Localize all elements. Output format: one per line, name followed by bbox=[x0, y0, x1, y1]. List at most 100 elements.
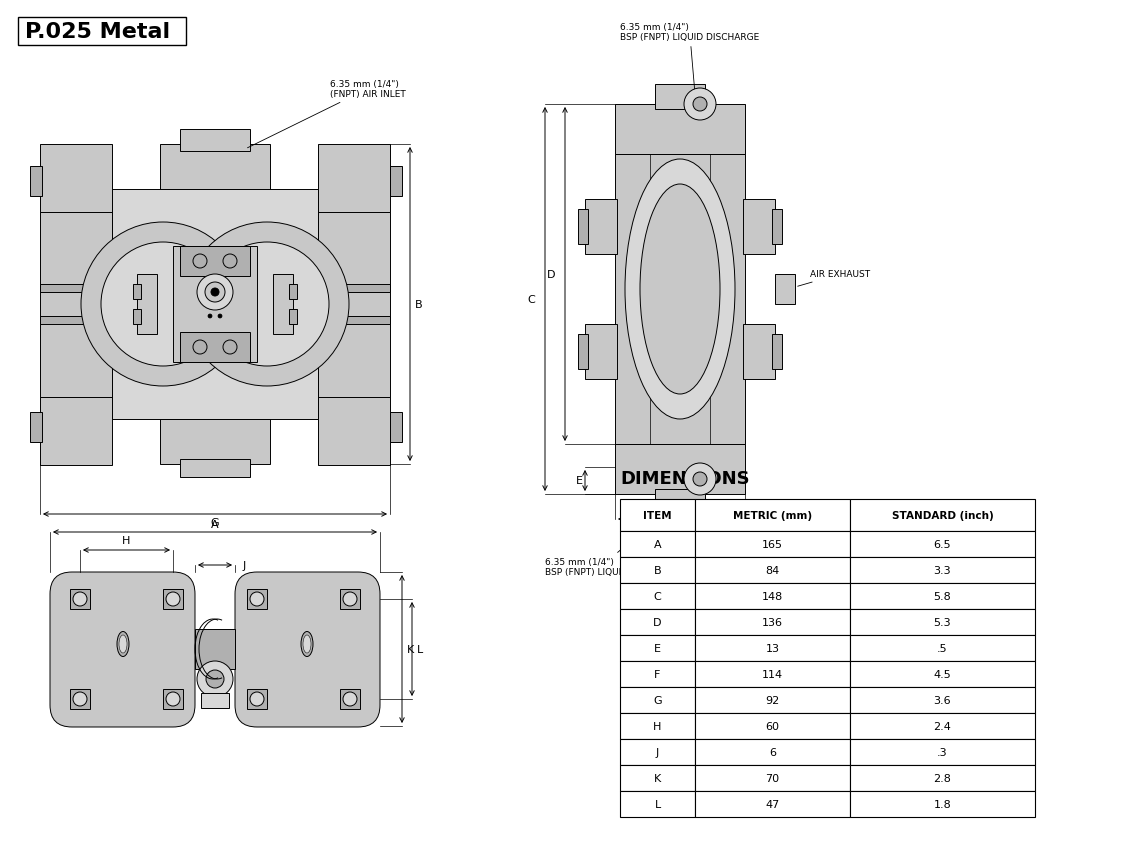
Text: .5: .5 bbox=[937, 643, 948, 653]
Bar bbox=[180, 460, 250, 478]
Bar bbox=[695, 791, 850, 817]
Circle shape bbox=[197, 661, 233, 697]
Bar bbox=[655, 490, 705, 509]
Circle shape bbox=[343, 592, 357, 606]
Bar bbox=[134, 285, 141, 299]
Bar bbox=[850, 583, 1034, 609]
Bar bbox=[850, 499, 1034, 531]
Text: STANDARD (inch): STANDARD (inch) bbox=[892, 510, 993, 520]
Bar bbox=[180, 333, 250, 363]
Ellipse shape bbox=[625, 160, 735, 420]
Bar bbox=[30, 413, 42, 443]
Bar bbox=[695, 531, 850, 557]
Bar bbox=[695, 661, 850, 688]
Text: 1.8: 1.8 bbox=[934, 799, 951, 809]
Text: METRIC (mm): METRIC (mm) bbox=[733, 510, 812, 520]
Text: 6: 6 bbox=[769, 747, 776, 757]
Circle shape bbox=[693, 98, 707, 112]
Bar bbox=[134, 310, 141, 325]
Circle shape bbox=[684, 463, 716, 496]
Circle shape bbox=[193, 340, 206, 355]
Bar bbox=[289, 285, 297, 299]
Text: 70: 70 bbox=[765, 773, 780, 783]
Bar bbox=[620, 661, 695, 688]
Bar bbox=[850, 740, 1034, 765]
Bar bbox=[70, 689, 90, 709]
Text: 5.8: 5.8 bbox=[934, 591, 951, 601]
Text: K: K bbox=[407, 644, 414, 654]
Text: 6.35 mm (1/4")
BSP (FNPT) LIQUID DISCHARGE: 6.35 mm (1/4") BSP (FNPT) LIQUID DISCHAR… bbox=[620, 22, 760, 92]
Circle shape bbox=[166, 592, 180, 606]
Bar bbox=[247, 589, 267, 609]
Bar bbox=[850, 661, 1034, 688]
Bar bbox=[289, 310, 297, 325]
Text: J: J bbox=[656, 747, 659, 757]
Circle shape bbox=[223, 340, 237, 355]
Circle shape bbox=[684, 89, 716, 121]
Text: 3.3: 3.3 bbox=[934, 566, 951, 575]
Bar bbox=[695, 765, 850, 791]
Text: G: G bbox=[653, 695, 662, 705]
Text: J: J bbox=[243, 560, 246, 571]
Circle shape bbox=[218, 315, 222, 319]
Ellipse shape bbox=[117, 632, 129, 657]
Text: 47: 47 bbox=[765, 799, 780, 809]
Bar bbox=[40, 316, 390, 325]
Circle shape bbox=[205, 282, 226, 303]
Circle shape bbox=[343, 692, 357, 706]
Bar bbox=[850, 713, 1034, 740]
Bar bbox=[620, 740, 695, 765]
Bar bbox=[112, 189, 318, 420]
Text: ITEM: ITEM bbox=[643, 510, 672, 520]
Bar bbox=[18, 18, 186, 46]
Text: AIR EXHAUST: AIR EXHAUST bbox=[798, 270, 871, 287]
Bar bbox=[772, 210, 782, 245]
Text: C: C bbox=[527, 294, 535, 305]
Text: G: G bbox=[211, 518, 219, 527]
Text: 13: 13 bbox=[765, 643, 780, 653]
Ellipse shape bbox=[640, 185, 720, 395]
Text: P.025 Metal: P.025 Metal bbox=[25, 22, 171, 42]
Bar bbox=[40, 212, 112, 397]
Bar bbox=[850, 688, 1034, 713]
Bar bbox=[620, 713, 695, 740]
Text: B: B bbox=[654, 566, 661, 575]
Circle shape bbox=[193, 255, 206, 269]
Text: 60: 60 bbox=[765, 721, 780, 731]
Bar bbox=[201, 693, 229, 708]
Circle shape bbox=[166, 692, 180, 706]
Text: 6.35 mm (1/4")
(FNPT) AIR INLET: 6.35 mm (1/4") (FNPT) AIR INLET bbox=[248, 80, 406, 148]
Bar bbox=[615, 105, 745, 154]
Bar bbox=[160, 420, 270, 464]
Bar bbox=[620, 791, 695, 817]
Bar bbox=[620, 583, 695, 609]
Text: 6.5: 6.5 bbox=[934, 539, 951, 549]
Bar bbox=[620, 531, 695, 557]
Text: A: A bbox=[211, 519, 219, 530]
Bar bbox=[40, 145, 112, 212]
Circle shape bbox=[73, 592, 88, 606]
Text: 2.4: 2.4 bbox=[934, 721, 951, 731]
Bar bbox=[620, 765, 695, 791]
Text: 84: 84 bbox=[765, 566, 780, 575]
Bar bbox=[695, 499, 850, 531]
Text: B: B bbox=[415, 299, 423, 310]
Bar bbox=[390, 413, 402, 443]
Bar bbox=[620, 609, 695, 635]
Bar bbox=[850, 609, 1034, 635]
Text: 2.8: 2.8 bbox=[934, 773, 951, 783]
Text: H: H bbox=[653, 721, 662, 731]
Text: C: C bbox=[654, 591, 661, 601]
Bar bbox=[137, 275, 157, 334]
FancyBboxPatch shape bbox=[50, 572, 195, 727]
Bar bbox=[772, 334, 782, 369]
Bar bbox=[743, 325, 775, 380]
Circle shape bbox=[81, 223, 245, 386]
Bar bbox=[247, 689, 267, 709]
Text: 92: 92 bbox=[765, 695, 780, 705]
Text: 5.3: 5.3 bbox=[934, 618, 951, 627]
Bar bbox=[173, 247, 257, 363]
Text: DIMENSIONS: DIMENSIONS bbox=[620, 469, 749, 487]
Bar bbox=[850, 557, 1034, 583]
Text: F: F bbox=[654, 670, 661, 679]
